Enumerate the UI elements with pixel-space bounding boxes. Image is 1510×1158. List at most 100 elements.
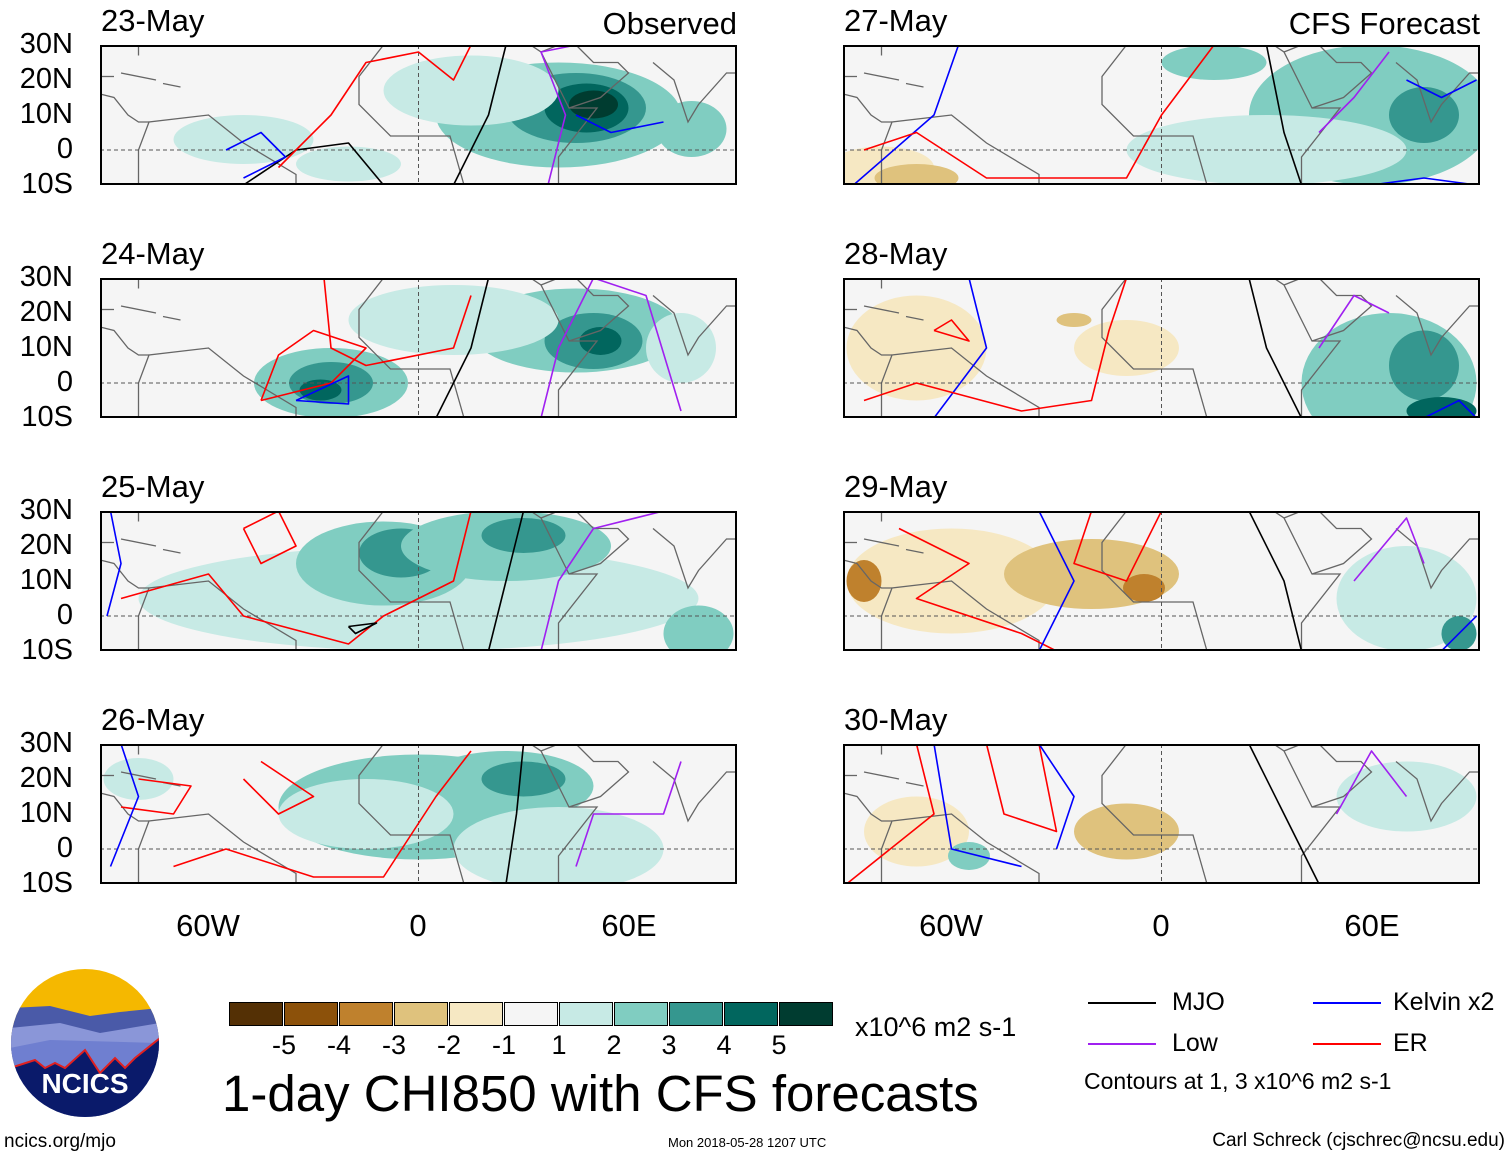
coastline	[1395, 62, 1480, 124]
anomaly-region	[1123, 574, 1165, 602]
anomaly-region	[278, 779, 454, 849]
map-panel-29-May	[843, 511, 1480, 651]
er-contour	[260, 329, 367, 402]
lat-label: 0	[56, 832, 73, 864]
er-contour	[120, 778, 192, 815]
map-panel-30-May	[843, 744, 1480, 884]
lon-label: 60E	[601, 908, 657, 943]
coastline	[358, 278, 465, 418]
panel-date: 26-May	[101, 702, 205, 737]
lat-label: 30N	[19, 494, 73, 526]
legend-label-low: Low	[1172, 1029, 1218, 1057]
lat-label: 30N	[19, 28, 73, 60]
map-panel-26-May	[100, 744, 737, 884]
coastline	[863, 305, 900, 314]
lat-label: 30N	[19, 261, 73, 293]
coastline	[843, 326, 892, 356]
panel-date: 23-May	[101, 3, 205, 38]
coastline	[652, 295, 737, 357]
anomaly-region	[1074, 320, 1179, 376]
colorbar-swatch	[284, 1002, 338, 1026]
figure-title: 1-day CHI850 with CFS forecasts	[222, 1065, 979, 1122]
colorbar-swatch	[614, 1002, 668, 1026]
observed-header: Observed	[602, 6, 737, 41]
kelvin-contour	[1371, 177, 1477, 185]
map-panel-24-May	[100, 278, 737, 418]
colorbar-label: -4	[326, 1030, 352, 1060]
legend-line-er	[1313, 1043, 1381, 1045]
anomaly-region	[1406, 397, 1477, 418]
panel-date: 28-May	[844, 236, 948, 271]
low-contour	[1318, 294, 1390, 349]
site-url: ncics.org/mjo	[4, 1131, 116, 1152]
coastline	[120, 72, 157, 81]
panel-frame	[843, 278, 1480, 418]
low-contour	[575, 761, 682, 867]
colorbar-label: 5	[771, 1030, 787, 1060]
er-contour	[863, 45, 1215, 179]
colorbar-units: x10^6 m2 s-1	[855, 1012, 1017, 1042]
anomaly-region	[481, 761, 566, 797]
panel-date: 25-May	[101, 469, 205, 504]
er-contour	[323, 278, 472, 367]
map-panel-27-May	[843, 45, 1480, 185]
colorbar-swatch	[559, 1002, 613, 1026]
legend-label-mjo: MJO	[1172, 988, 1225, 1016]
coastline	[358, 511, 465, 651]
anomaly-region	[569, 90, 618, 119]
kelvin-contour	[225, 131, 287, 179]
coastline	[100, 559, 149, 589]
ncics-logo: NCICS	[11, 969, 159, 1117]
colorbar-label: 1	[551, 1030, 567, 1060]
coastline	[905, 548, 924, 554]
colorbar-swatch	[229, 1002, 283, 1026]
coastline	[100, 792, 149, 822]
anomaly-region	[1056, 313, 1092, 327]
lat-label: 10N	[19, 564, 73, 596]
kelvin-contour	[1406, 79, 1477, 99]
lat-label: 10S	[21, 634, 73, 666]
low-contour	[540, 278, 682, 418]
coastline	[843, 559, 892, 589]
er-contour	[1073, 511, 1163, 582]
low-contour	[540, 45, 577, 185]
colorbar-swatch	[339, 1002, 393, 1026]
legend-line-kelvin	[1313, 1002, 1381, 1004]
kelvin-contour	[933, 278, 988, 418]
coastline	[905, 781, 924, 787]
lat-label: 20N	[19, 529, 73, 561]
coastline	[905, 315, 924, 321]
lon-label: 0	[409, 908, 427, 943]
panel-frame	[843, 45, 1480, 185]
kelvin-contour	[1423, 399, 1478, 418]
panel-date: 30-May	[844, 702, 948, 737]
lat-label: 10S	[21, 867, 73, 899]
legend-label-kelvin: Kelvin x2	[1393, 988, 1495, 1016]
legend-line-low	[1088, 1043, 1156, 1045]
forecast-header: CFS Forecast	[1288, 6, 1480, 41]
colorbar-label: -2	[436, 1030, 462, 1060]
lat-label: 20N	[19, 762, 73, 794]
mjo-contour	[1248, 511, 1303, 651]
coastline	[1101, 511, 1208, 651]
er-contour	[933, 319, 970, 342]
lat-label: 20N	[19, 296, 73, 328]
coastline	[358, 744, 465, 884]
coastline	[652, 528, 737, 590]
coastline	[120, 538, 157, 547]
colorbar-label: -1	[491, 1030, 517, 1060]
colorbar-swatch	[669, 1002, 723, 1026]
low-contour	[540, 511, 664, 651]
coastline	[162, 548, 181, 554]
er-contour	[242, 760, 315, 815]
coastline	[652, 62, 737, 124]
panel-frame	[100, 744, 737, 884]
colorbar-label: 3	[661, 1030, 677, 1060]
mjo-contour	[435, 278, 490, 418]
colorbar-label: 2	[606, 1030, 622, 1060]
coastline	[568, 744, 630, 808]
map-panel-28-May	[843, 278, 1480, 418]
lat-label: 0	[56, 133, 73, 165]
coastline	[905, 82, 924, 88]
